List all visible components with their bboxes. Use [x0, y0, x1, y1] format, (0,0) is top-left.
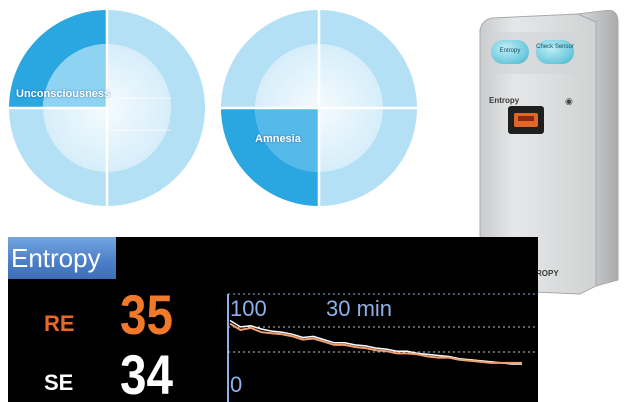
dial-label: Unconsciousness — [16, 88, 111, 100]
re-value: 35 — [120, 283, 173, 346]
entropy-button[interactable]: Entropy — [491, 40, 529, 64]
monitor-title: Entropy — [8, 237, 116, 279]
dial-label: Amnesia — [255, 133, 301, 145]
re-label: RE — [44, 311, 75, 336]
trend-plot — [227, 293, 536, 402]
brand-logo-icon: ◉ — [565, 96, 573, 106]
unconsciousness-dial: Unconsciousness — [7, 8, 207, 208]
se-trend-line — [229, 319, 522, 365]
check-sensor-button[interactable]: Check Sensor — [536, 40, 574, 64]
dial-graphic — [7, 8, 205, 208]
trend-max-label: 100 — [230, 296, 267, 321]
trend-min-label: 0 — [230, 372, 243, 397]
module-title: Entropy — [489, 96, 520, 105]
entropy-module: Entropy Check Sensor Entropy ◉ E-ENTROPY — [478, 10, 628, 298]
entropy-trend-graph: 100 30 min 0 — [226, 292, 538, 402]
amnesia-dial: Amnesia — [219, 8, 419, 208]
dial-graphic — [219, 8, 419, 208]
trend-span-label: 30 min — [326, 296, 393, 321]
se-value: 34 — [120, 343, 173, 402]
entropy-monitor: Entropy RE 35 SE 34 100 30 min 0 — [8, 237, 538, 402]
se-label: SE — [44, 370, 74, 395]
re-trend-line — [229, 322, 522, 364]
